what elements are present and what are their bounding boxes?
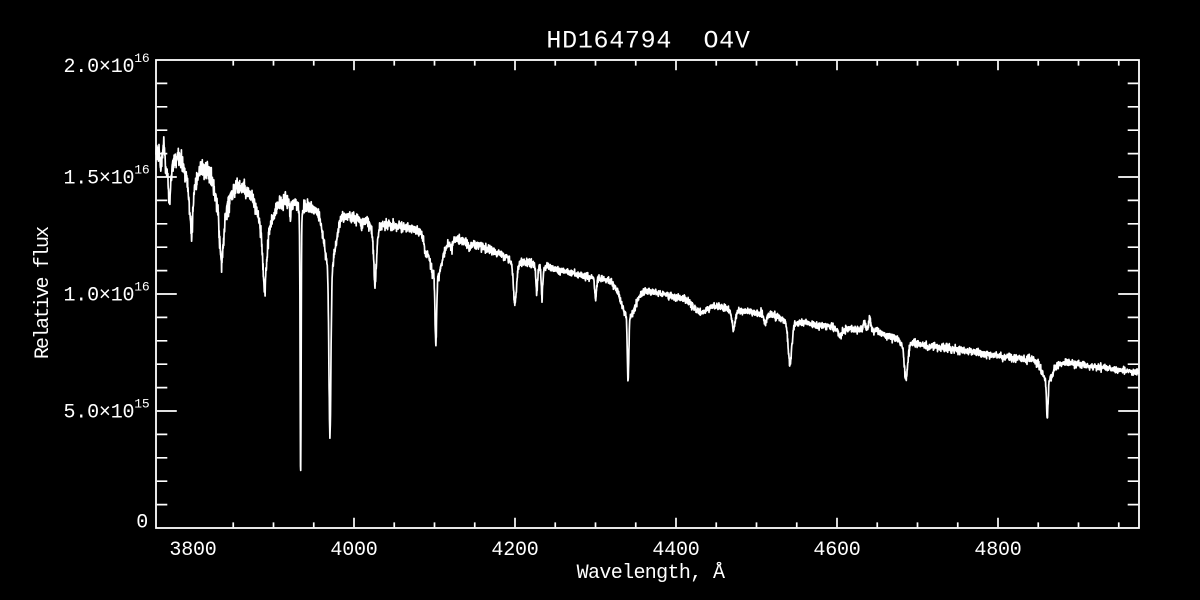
svg-text:4200: 4200 <box>491 539 538 562</box>
svg-text:Wavelength, Å: Wavelength, Å <box>577 562 725 585</box>
svg-text:0: 0 <box>136 512 148 535</box>
svg-text:HD164794 O4V: HD164794 O4V <box>546 27 750 56</box>
svg-text:4600: 4600 <box>813 539 860 562</box>
svg-text:Relative flux: Relative flux <box>32 226 55 359</box>
svg-text:3800: 3800 <box>169 539 216 562</box>
svg-text:4800: 4800 <box>974 539 1021 562</box>
svg-text:4000: 4000 <box>330 539 377 562</box>
svg-text:4400: 4400 <box>652 539 699 562</box>
